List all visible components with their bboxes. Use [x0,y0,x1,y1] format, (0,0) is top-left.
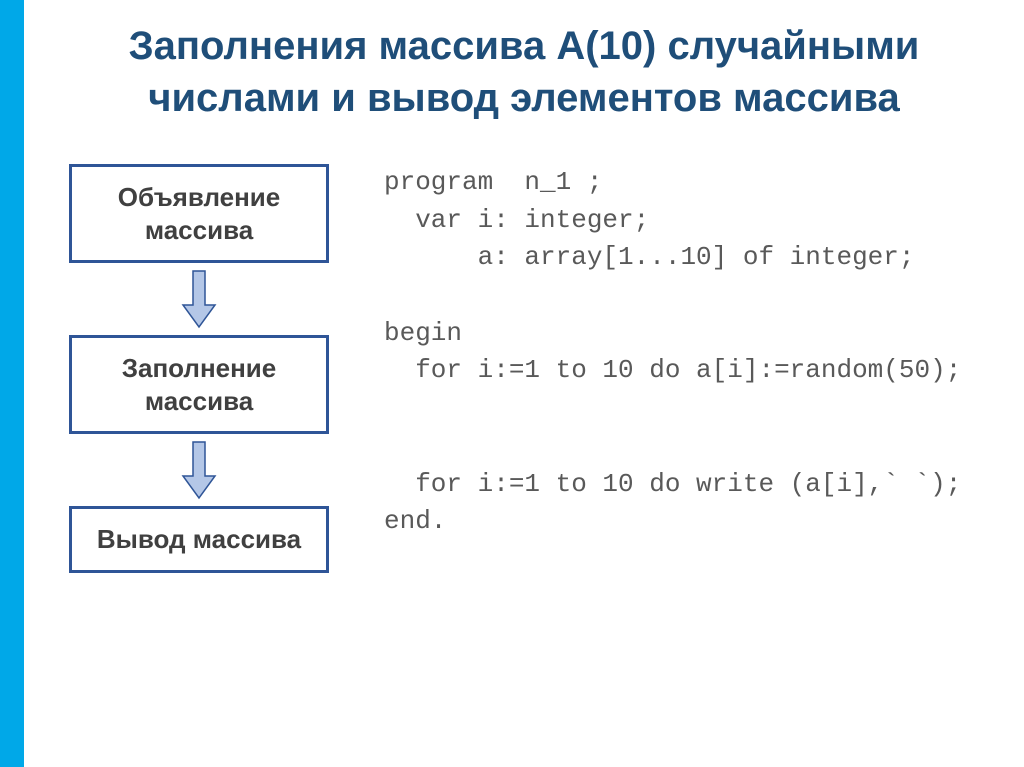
code-line-6: for i:=1 to 10 do write (a[i],` `); [384,466,994,504]
flow-box-output: Вывод массива [69,506,329,573]
flow-box-3: Вывод массива [97,524,301,554]
code-blank-3 [384,428,994,466]
flow-box-2-line-2: массива [145,386,253,416]
code-line-4: begin [384,315,994,353]
code-line-7: end. [384,503,994,541]
main-area: Объявление массива Заполнение массива Вы… [54,164,994,573]
title-line-1: Заполнения массива А(10) случайными [129,24,920,68]
code-block: program n_1 ; var i: integer; a: array[1… [384,164,994,541]
slide-title: Заполнения массива А(10) случайными числ… [54,20,994,124]
flow-box-declaration: Объявление массива [69,164,329,263]
arrow-down-icon [181,440,217,500]
left-accent-stripe [0,0,24,767]
flowchart: Объявление массива Заполнение массива Вы… [54,164,344,573]
slide-content: Заполнения массива А(10) случайными числ… [24,0,1024,767]
arrow-down-icon [181,269,217,329]
flow-box-fill: Заполнение массива [69,335,329,434]
flow-box-1-line-1: Объявление [118,182,281,212]
title-line-2: числами и вывод элементов массива [148,76,900,120]
code-blank-2 [384,390,994,428]
code-line-5: for i:=1 to 10 do a[i]:=random(50); [384,352,994,390]
flow-box-1-line-2: массива [145,215,253,245]
code-line-3: a: array[1...10] of integer; [384,239,994,277]
code-blank-1 [384,277,994,315]
code-line-1: program n_1 ; [384,164,994,202]
code-line-2: var i: integer; [384,202,994,240]
flow-box-2-line-1: Заполнение [122,353,277,383]
